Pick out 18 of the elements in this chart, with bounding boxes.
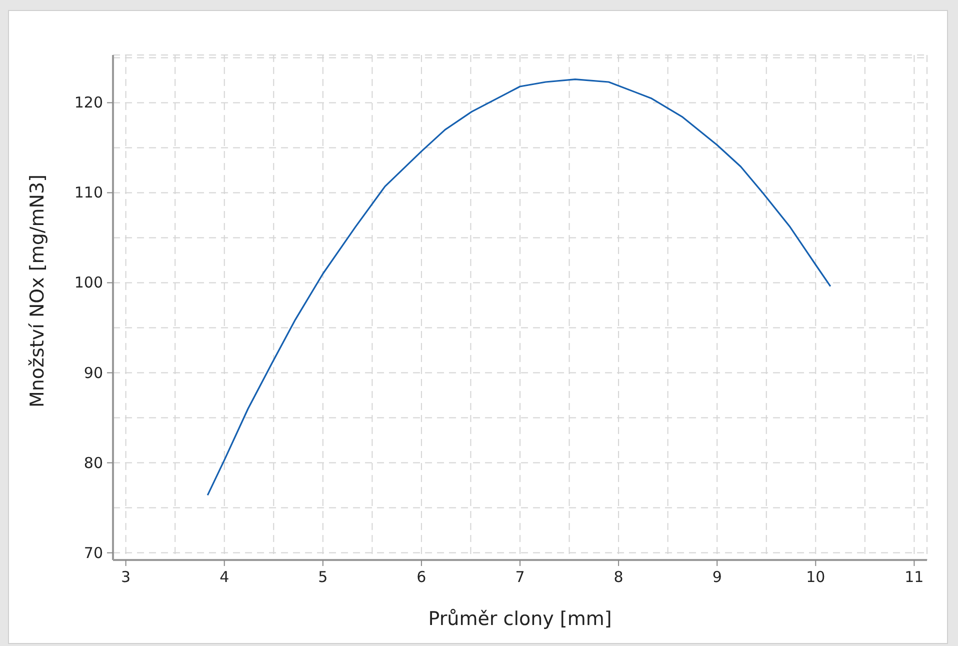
x-tick-label: 5 (318, 568, 328, 586)
x-tick-label: 7 (515, 568, 525, 586)
x-tick-label: 10 (806, 568, 826, 586)
x-tick-label: 3 (121, 568, 131, 586)
y-tick-label: 90 (84, 364, 103, 382)
x-tick-label: 8 (614, 568, 624, 586)
x-tick-label: 9 (712, 568, 722, 586)
x-tick-label: 11 (904, 568, 924, 586)
y-axis-title: Množství NOx [mg/mN3] (26, 174, 49, 408)
x-tick-label: 6 (416, 568, 426, 586)
x-tick-label: 4 (220, 568, 230, 586)
y-tick-label: 70 (84, 544, 103, 562)
y-tick-label: 120 (74, 94, 103, 112)
x-axis-title: Průměr clony [mm] (428, 608, 612, 630)
y-tick-label: 100 (74, 274, 103, 292)
y-tick-label: 80 (84, 454, 103, 472)
line-series (206, 78, 832, 496)
y-tick-label: 110 (74, 184, 103, 202)
